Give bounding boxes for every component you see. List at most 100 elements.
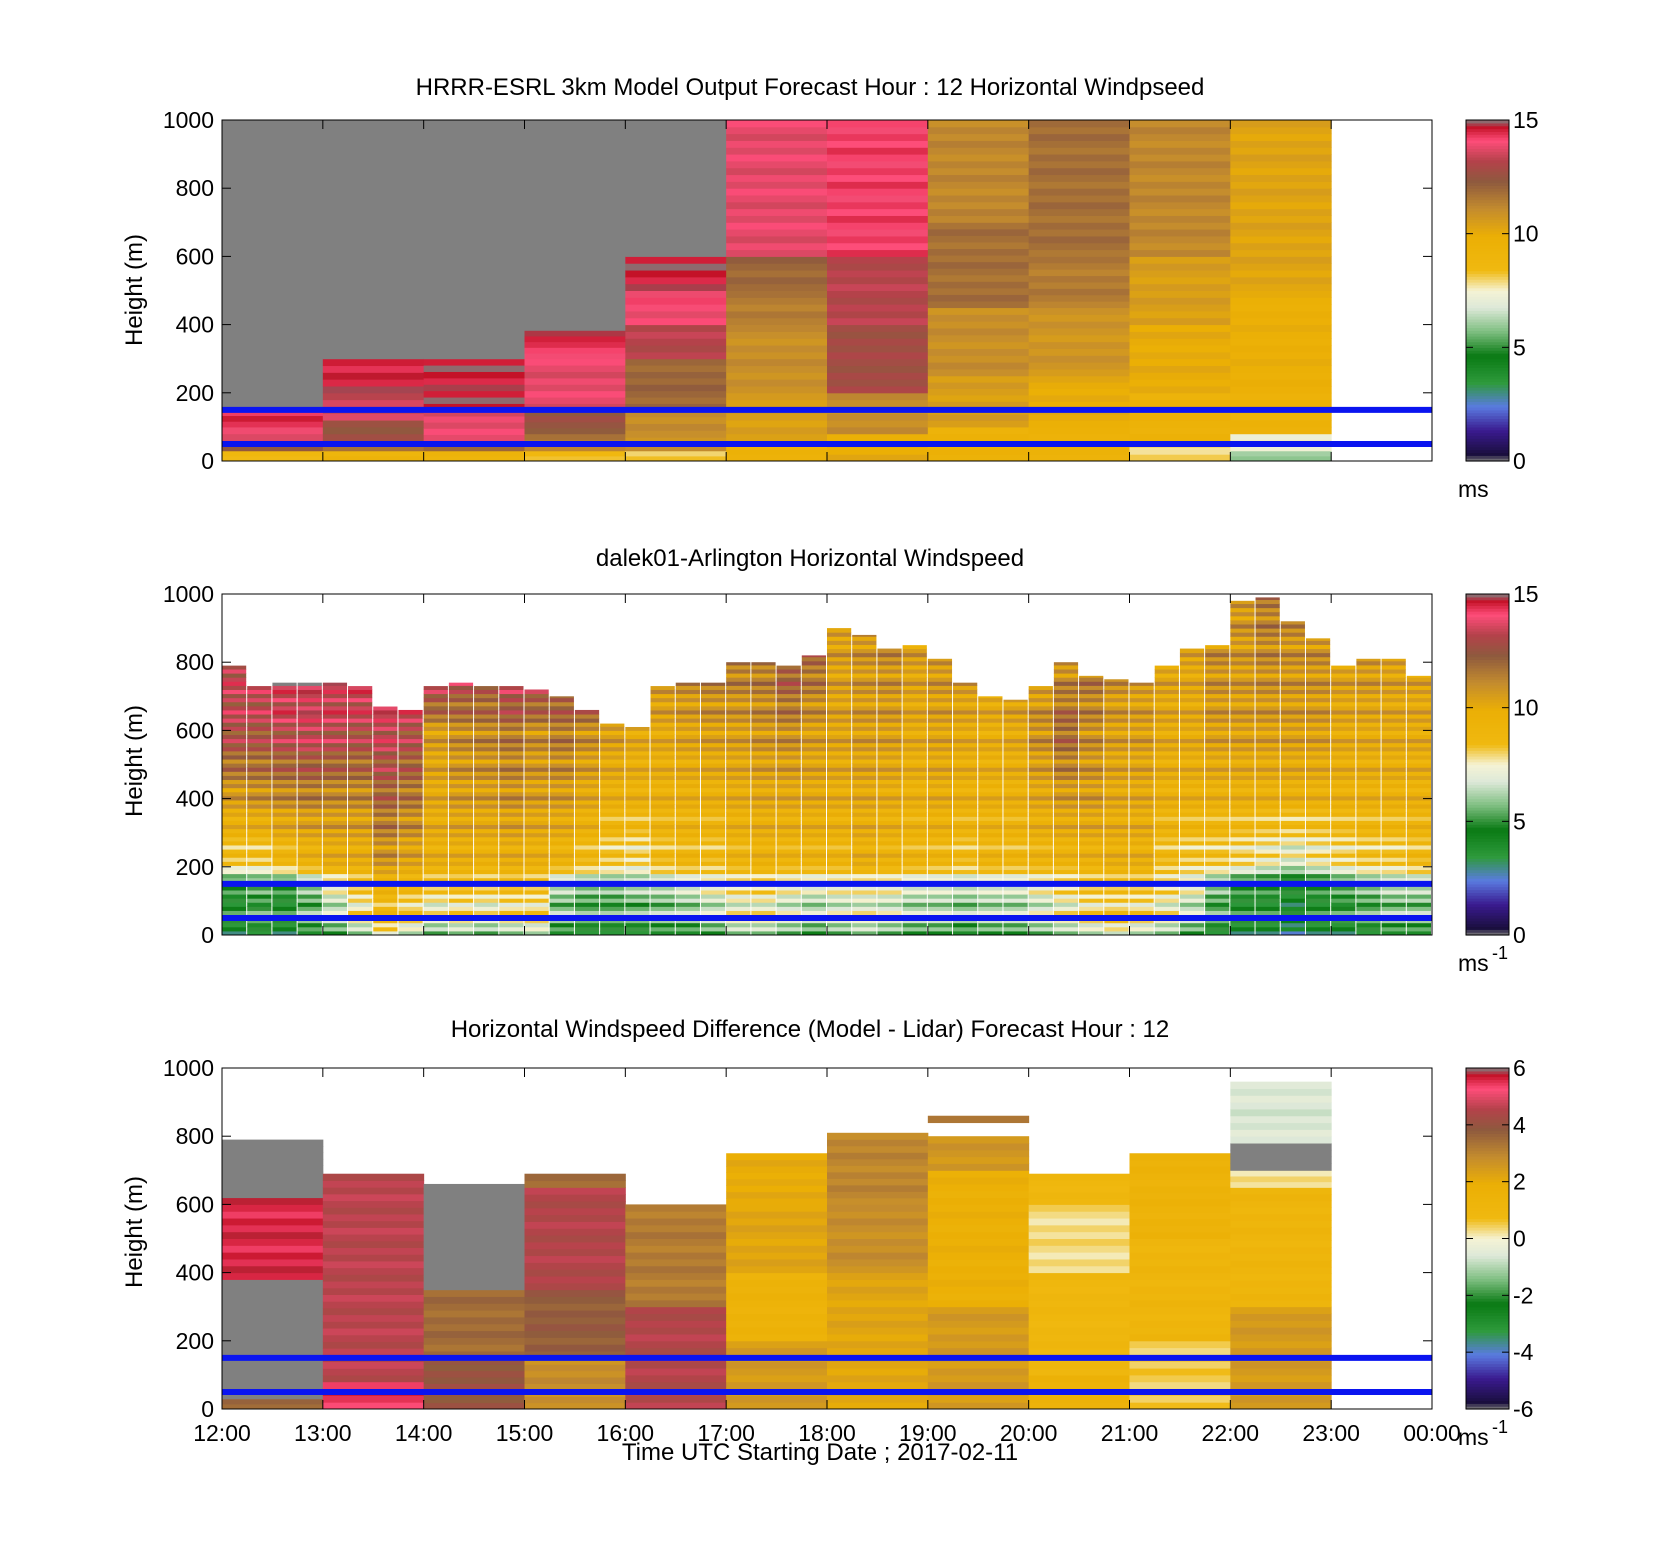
heatmap-cell <box>423 1197 525 1205</box>
heatmap-cell <box>978 795 1003 801</box>
heatmap-cell <box>827 885 852 891</box>
colorbar-cell <box>1466 719 1509 723</box>
panel-lidar: dalek01-Arlington Horizontal Windspeed H… <box>121 545 1539 976</box>
heatmap-cell <box>524 229 626 237</box>
heatmap-cell <box>978 844 1003 850</box>
heatmap-cell <box>927 215 1030 223</box>
heatmap-cell <box>322 1173 425 1181</box>
heatmap-cell <box>1028 1272 1130 1280</box>
heatmap-cell <box>902 930 927 936</box>
heatmap-cell <box>852 894 877 899</box>
heatmap-cell <box>1230 849 1255 854</box>
heatmap-cell <box>852 857 877 862</box>
heatmap-cell <box>751 824 776 830</box>
heatmap-cell <box>1406 902 1431 907</box>
heatmap-cell <box>1205 898 1230 903</box>
colorbar-cell <box>1466 1218 1509 1223</box>
heatmap-cell <box>675 799 700 805</box>
heatmap-cell <box>1053 787 1079 793</box>
heatmap-cell <box>650 799 675 805</box>
colorbar-cell <box>1466 418 1509 422</box>
heatmap-cell <box>700 682 726 686</box>
heatmap-cell <box>726 898 751 903</box>
heatmap-cell <box>1028 1381 1130 1390</box>
heatmap-cell <box>700 808 726 813</box>
heatmap-cell <box>726 1185 828 1193</box>
heatmap-cell <box>272 812 297 817</box>
heatmap-cell <box>1356 681 1381 686</box>
heatmap-cell <box>953 926 978 932</box>
heatmap-cell <box>927 853 953 858</box>
heatmap-cell <box>222 376 324 384</box>
heatmap-cell <box>247 742 272 748</box>
heatmap-cell <box>222 1325 324 1333</box>
heatmap-cell <box>751 812 776 817</box>
colorbar-cell <box>1466 253 1509 257</box>
heatmap-cell <box>675 682 700 686</box>
heatmap-cell <box>322 730 348 735</box>
heatmap-cell <box>1028 201 1130 210</box>
heatmap-cell <box>1305 648 1331 654</box>
heatmap-cell <box>1230 392 1332 401</box>
heatmap-column <box>953 682 978 936</box>
heatmap-cell <box>902 877 927 883</box>
heatmap-cell <box>927 930 953 936</box>
heatmap-cell <box>751 718 776 723</box>
heatmap-cell <box>751 754 776 760</box>
heatmap-cell <box>1230 1333 1332 1342</box>
heatmap-cell <box>927 660 953 666</box>
heatmap-cell <box>827 1368 929 1376</box>
heatmap-cell <box>852 705 877 711</box>
heatmap-cell <box>1129 738 1154 744</box>
heatmap-cell <box>852 697 877 703</box>
heatmap-cell <box>827 345 929 353</box>
heatmap-cell <box>1356 791 1381 797</box>
heatmap-cell <box>549 697 574 703</box>
heatmap-cell <box>827 771 852 776</box>
heatmap-cell <box>827 1299 929 1308</box>
heatmap-cell <box>1280 701 1305 707</box>
heatmap-cell <box>776 677 801 682</box>
heatmap-cell <box>827 734 852 740</box>
heatmap-cell <box>827 926 852 932</box>
heatmap-cell <box>1305 812 1331 817</box>
heatmap-cell <box>1129 910 1154 916</box>
heatmap-cell <box>1179 832 1205 838</box>
heatmap-cell <box>1179 861 1205 866</box>
heatmap-cell <box>1028 1218 1130 1226</box>
heatmap-cell <box>222 248 324 256</box>
heatmap-cell <box>423 877 448 883</box>
heatmap-cell <box>1028 1340 1130 1349</box>
heatmap-cell <box>751 787 776 793</box>
heatmap-cell <box>1129 849 1154 854</box>
reference-lines <box>222 1354 1432 1395</box>
heatmap-cell <box>827 853 852 858</box>
heatmap-cell <box>1028 447 1130 455</box>
heatmap-cell <box>222 681 247 686</box>
heatmap-cell <box>1129 861 1154 866</box>
heatmap-cell <box>1129 836 1154 842</box>
heatmap-cell <box>1356 767 1381 772</box>
heatmap-cell <box>927 382 1030 390</box>
heatmap-cell <box>398 714 423 719</box>
heatmap-cell <box>574 726 600 731</box>
heatmap-cell <box>1230 865 1255 871</box>
colorbar-cell <box>1466 767 1509 771</box>
colorbar-cell <box>1466 594 1509 598</box>
heatmap-cell <box>1331 808 1356 813</box>
heatmap-cell <box>222 409 324 417</box>
heatmap-cell <box>801 655 826 658</box>
heatmap-column <box>549 696 574 936</box>
heatmap-cell <box>927 426 1030 435</box>
heatmap-cell <box>675 730 700 735</box>
heatmap-cell <box>625 1204 727 1212</box>
heatmap-cell <box>222 133 324 141</box>
heatmap-cell <box>1255 889 1280 895</box>
colorbar-cell <box>1466 1102 1509 1106</box>
heatmap-cell <box>625 345 727 353</box>
heatmap-cell <box>978 869 1003 875</box>
heatmap-cell <box>827 385 929 394</box>
colorbar-cell <box>1466 191 1509 195</box>
heatmap-cell <box>1079 791 1104 797</box>
colorbar-cell <box>1466 188 1509 192</box>
